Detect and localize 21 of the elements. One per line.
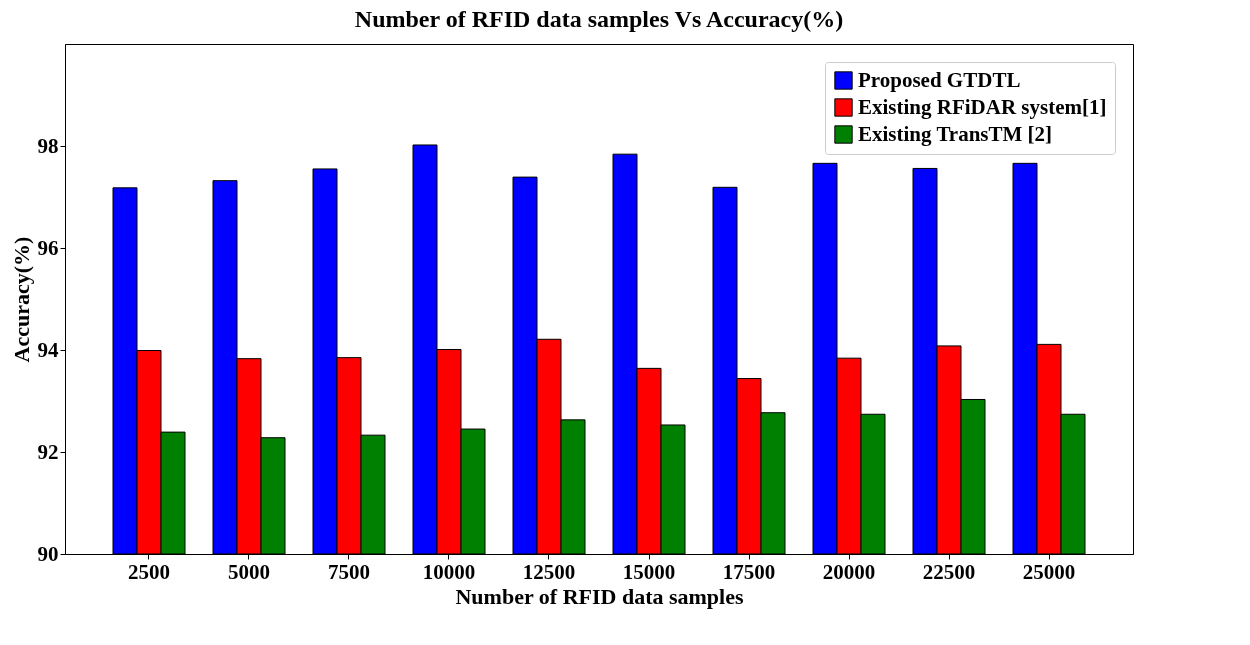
y-tick-label: 96 xyxy=(37,235,59,260)
y-tick-label: 92 xyxy=(37,439,59,464)
x-tick-label: 2500 xyxy=(128,559,170,584)
x-axis-title: Number of RFID data samples xyxy=(455,583,744,609)
x-tick-label: 7500 xyxy=(328,559,370,584)
x-tick-label: 25000 xyxy=(1022,559,1076,584)
x-tick-label: 12500 xyxy=(522,559,576,584)
y-tick-label: 94 xyxy=(37,337,59,362)
legend-label: Existing TransTM [2] xyxy=(858,121,1053,146)
x-tick-label: 10000 xyxy=(422,559,476,584)
x-tick-label: 15000 xyxy=(622,559,676,584)
chart-title: Number of RFID data samples Vs Accuracy(%) xyxy=(354,6,844,32)
legend-label: Proposed GTDTL xyxy=(858,67,1021,92)
x-tick-label: 22500 xyxy=(922,559,976,584)
x-tick-label: 20000 xyxy=(822,559,876,584)
x-tick-label: 17500 xyxy=(722,559,776,584)
y-axis-title: Accuracy(%) xyxy=(8,236,34,363)
y-tick-label: 98 xyxy=(37,133,59,158)
x-tick-label: 5000 xyxy=(228,559,270,584)
legend-label: Existing RFiDAR system[1] xyxy=(858,94,1107,119)
y-tick-label: 90 xyxy=(37,541,59,566)
